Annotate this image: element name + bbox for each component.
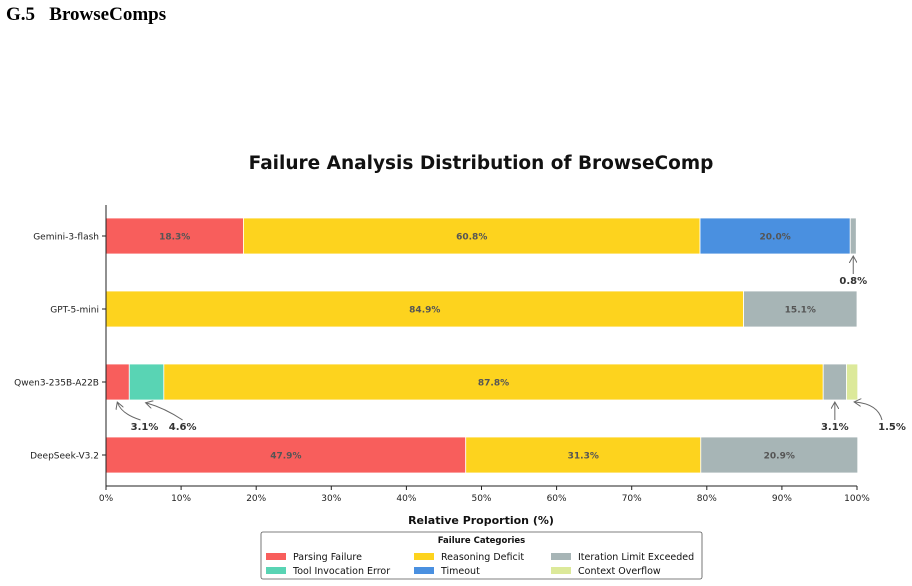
bar-segment — [105, 436, 467, 474]
y-tick-label: GPT-5-mini — [50, 306, 99, 316]
x-tick-label: 70% — [622, 494, 642, 504]
bar-segment — [700, 436, 859, 474]
bar-segment — [128, 363, 165, 401]
bar-segment — [105, 217, 244, 255]
bar-segment — [163, 363, 824, 401]
callouts-group: 0.8% 3.1% 4.6% 3.1% 1.5% — [118, 257, 906, 433]
section-number: G.5 — [6, 4, 36, 25]
legend-title: Failure Categories — [438, 536, 526, 546]
bar-labels-group: 18.3% 60.8% 20.0% 84.9% 15.1% 87.8% 47.9% 31.3%… — [159, 233, 816, 462]
bar-value-label: 15.1% — [785, 306, 816, 316]
y-tick-label: Qwen3-235B-A22B — [14, 379, 99, 389]
callout-label: 3.1% — [821, 422, 849, 433]
x-tick-label: 0% — [99, 494, 114, 504]
bar-value-label: 60.8% — [456, 233, 487, 243]
legend-swatch — [414, 567, 434, 574]
legend: Failure Categories Parsing Failure Tool In… — [260, 531, 703, 580]
bar-segment — [699, 217, 851, 255]
axes-group: 0% 10% 20% 30% 40% 50% 60% 70% 80% 90% 100% Gemini-… — [14, 205, 870, 504]
legend-entry-label: Tool Invocation Error — [292, 566, 390, 577]
legend-frame — [260, 531, 703, 580]
chart-title: Failure Analysis Distribution of BrowseC… — [249, 153, 714, 174]
legend-swatch — [551, 553, 571, 560]
bar-segment — [465, 436, 702, 474]
callout-label: 0.8% — [839, 276, 867, 287]
section-title: BrowseComps — [49, 4, 167, 25]
x-tick-label: 40% — [396, 494, 416, 504]
legend-entry-label: Context Overflow — [578, 566, 661, 577]
bars-group — [105, 217, 859, 474]
bar-value-label: 84.9% — [409, 306, 440, 316]
callout-arrow — [118, 403, 141, 421]
legend-entry-label: Iteration Limit Exceeded — [578, 552, 694, 563]
legend-swatch — [551, 567, 571, 574]
callout-label: 1.5% — [878, 422, 906, 433]
y-tick-label: Gemini-3-flash — [33, 233, 99, 243]
legend-entry-label: Timeout — [440, 566, 480, 577]
bar-value-label: 87.8% — [478, 379, 509, 389]
y-tick-label: DeepSeek-V3.2 — [30, 452, 99, 462]
legend-swatch — [266, 553, 286, 560]
callout-arrow — [147, 403, 183, 421]
x-tick-label: 80% — [697, 494, 717, 504]
x-tick-label: 30% — [321, 494, 341, 504]
bar-value-label: 20.9% — [764, 452, 795, 462]
bar-value-label: 47.9% — [270, 452, 301, 462]
callout-label: 4.6% — [169, 422, 197, 433]
bar-segment — [822, 363, 847, 401]
x-axis-label: Relative Proportion (%) — [408, 514, 554, 527]
bar-value-label: 31.3% — [568, 452, 599, 462]
x-tick-label: 50% — [471, 494, 491, 504]
bar-value-label: 20.0% — [760, 233, 791, 243]
callout-label: 3.1% — [131, 422, 159, 433]
legend-swatch — [266, 567, 286, 574]
legend-swatch — [414, 553, 434, 560]
bar-segment — [846, 363, 859, 401]
bar-segment — [743, 290, 858, 328]
bar-segment — [105, 290, 744, 328]
bar-value-label: 18.3% — [159, 233, 190, 243]
bar-segment — [849, 217, 857, 255]
x-tick-label: 10% — [171, 494, 191, 504]
x-tick-label: 60% — [547, 494, 567, 504]
callout-arrow — [855, 402, 883, 421]
section-heading: G.5 BrowseComps — [6, 4, 166, 26]
bar-segment — [105, 363, 130, 401]
legend-entry-label: Reasoning Deficit — [441, 552, 524, 563]
x-tick-label: 90% — [772, 494, 792, 504]
x-tick-label: 20% — [246, 494, 266, 504]
legend-entry-label: Parsing Failure — [293, 552, 362, 563]
x-tick-label: 100% — [844, 494, 870, 504]
